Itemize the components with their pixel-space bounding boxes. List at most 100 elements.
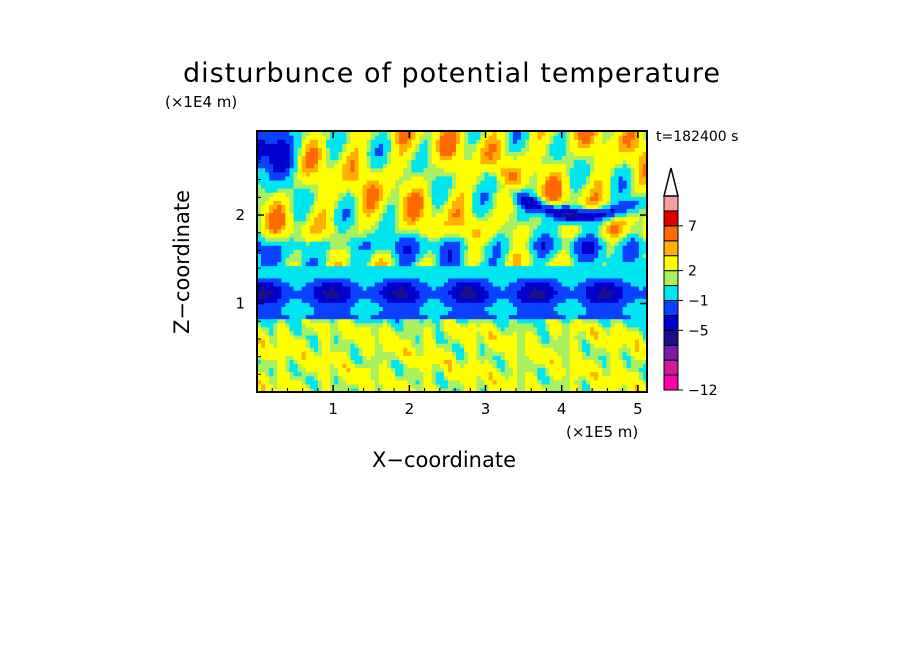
field-cell — [334, 147, 339, 152]
field-cell — [358, 232, 364, 238]
field-cell — [419, 163, 425, 169]
field-cell — [374, 212, 380, 218]
field-cell — [285, 175, 291, 181]
field-cell — [517, 285, 522, 291]
field-cell — [569, 135, 575, 140]
field-cell — [322, 326, 327, 332]
field-cell — [435, 175, 441, 181]
field-cell — [427, 253, 433, 259]
field-cell — [447, 261, 453, 267]
field-cell — [354, 147, 360, 152]
field-cell — [468, 355, 473, 360]
field-cell — [512, 375, 518, 381]
field-cell — [492, 131, 498, 136]
field-cell — [456, 318, 461, 324]
field-cell — [305, 285, 311, 291]
field-cell — [387, 294, 392, 299]
field-cell — [309, 257, 315, 263]
field-cell — [476, 204, 482, 210]
field-cell — [366, 184, 372, 189]
field-cell — [427, 265, 433, 271]
field-cell — [387, 338, 392, 344]
field-cell — [496, 326, 502, 332]
field-cell — [297, 175, 303, 181]
field-cell — [297, 281, 303, 287]
field-cell — [342, 351, 347, 356]
field-cell — [504, 273, 510, 279]
field-cell — [399, 298, 404, 303]
field-cell — [334, 139, 339, 144]
field-cell — [452, 257, 457, 263]
field-cell — [537, 192, 542, 197]
field-cell — [297, 131, 303, 136]
field-cell — [387, 281, 392, 287]
field-cell — [387, 285, 392, 291]
field-cell — [334, 351, 339, 356]
field-cell — [370, 367, 376, 373]
field-cell — [374, 273, 380, 279]
field-cell — [378, 179, 384, 185]
field-cell — [496, 179, 502, 185]
field-cell — [326, 306, 331, 312]
field-cell — [411, 285, 417, 291]
field-cell — [447, 208, 453, 214]
field-cell — [541, 167, 547, 173]
field-cell — [460, 290, 465, 295]
field-cell — [289, 208, 295, 214]
field-cell — [273, 208, 278, 214]
field-cell — [350, 192, 356, 197]
field-cell — [492, 237, 498, 242]
field-cell — [561, 208, 567, 214]
field-cell — [492, 363, 498, 369]
field-cell — [346, 253, 352, 259]
field-cell — [374, 367, 380, 373]
field-cell — [492, 290, 498, 295]
field-cell — [257, 343, 262, 348]
field-cell — [407, 314, 412, 320]
field-cell — [484, 131, 490, 136]
field-cell — [508, 387, 514, 392]
field-cell — [326, 257, 331, 263]
field-cell — [443, 265, 449, 271]
field-cell — [565, 379, 571, 385]
field-cell — [541, 249, 547, 254]
field-cell — [541, 306, 547, 312]
field-cell — [261, 192, 266, 197]
field-cell — [265, 139, 270, 144]
field-cell — [265, 318, 270, 324]
field-cell — [525, 269, 530, 275]
field-cell — [500, 306, 506, 312]
field-cell — [326, 159, 331, 165]
field-cell — [407, 196, 412, 201]
field-cell — [415, 281, 421, 287]
field-cell — [297, 139, 303, 144]
field-cell — [338, 208, 343, 214]
field-cell — [492, 245, 498, 250]
field-cell — [484, 298, 490, 303]
field-cell — [512, 285, 518, 291]
field-cell — [338, 310, 343, 316]
field-cell — [521, 171, 526, 177]
field-cell — [492, 298, 498, 303]
field-cell — [313, 139, 319, 144]
field-cell — [354, 131, 360, 136]
field-cell — [508, 208, 514, 214]
field-cell — [565, 347, 571, 352]
field-cell — [395, 147, 400, 152]
field-cell — [334, 359, 339, 365]
field-cell — [334, 298, 339, 303]
field-cell — [545, 208, 551, 214]
field-cell — [374, 241, 380, 246]
field-cell — [557, 273, 563, 279]
field-cell — [338, 273, 343, 279]
field-cell — [322, 216, 327, 222]
field-cell — [521, 184, 526, 189]
field-cell — [358, 285, 364, 291]
field-cell — [504, 265, 510, 271]
field-cell — [362, 159, 368, 165]
field-cell — [456, 253, 461, 259]
field-cell — [289, 212, 295, 218]
field-cell — [330, 285, 335, 291]
field-cell — [330, 159, 335, 165]
field-cell — [395, 281, 400, 287]
